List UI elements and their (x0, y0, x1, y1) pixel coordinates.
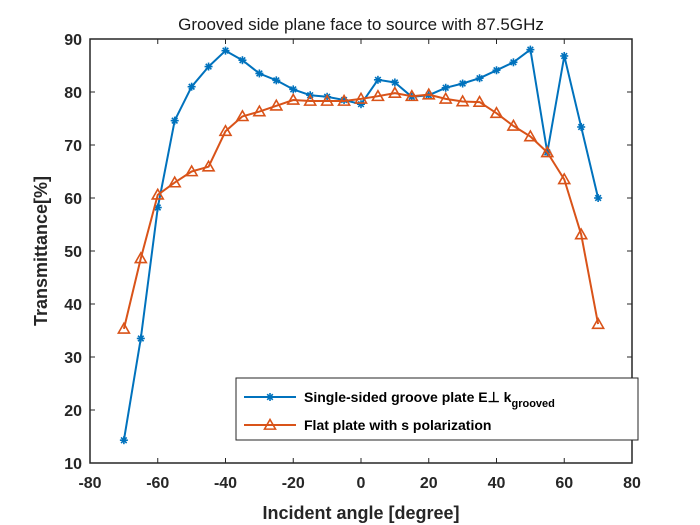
x-tick-label: 60 (555, 475, 573, 492)
x-tick-label: -80 (78, 475, 101, 492)
series-2-point (337, 93, 351, 106)
series-2-point (387, 85, 402, 98)
y-tick-label: 60 (64, 191, 82, 208)
series-2-point (506, 118, 521, 131)
series-1-point (204, 62, 213, 71)
y-axis-label: Transmittance[%] (31, 176, 51, 326)
series-2-point (489, 106, 504, 119)
series-2-point (201, 159, 216, 172)
y-tick-label: 30 (64, 350, 82, 367)
series-2-point (303, 93, 318, 106)
series-1-point (170, 116, 179, 125)
legend-triangle-marker (263, 417, 277, 430)
plot-frame (89, 38, 633, 464)
series-2-point (404, 89, 419, 102)
x-tick-label: 80 (623, 475, 641, 492)
series-2-point (133, 251, 148, 264)
series-2-point (540, 145, 555, 158)
series-2-point (235, 109, 250, 122)
series-1-point (526, 45, 535, 54)
y-tick-label: 80 (64, 85, 82, 102)
legend-box (235, 377, 639, 441)
y-tick-label: 90 (64, 32, 82, 49)
series-2-point (116, 321, 131, 334)
series-2-point (167, 175, 182, 188)
series-2-point (421, 87, 436, 100)
legend: Single-sided groove plate E⊥ kgrooved Fl… (235, 377, 639, 441)
series-1-point (187, 82, 196, 91)
series-1-point (390, 78, 399, 87)
series-2-point (184, 164, 199, 177)
legend-label-series-1: Single-sided groove plate E⊥ kgrooved (304, 389, 555, 410)
legend-label-series-1-main: Single-sided groove plate E⊥ k (304, 389, 512, 405)
series-1-point (136, 334, 145, 343)
legend-marker-series-1 (266, 393, 274, 401)
series-2-point (591, 317, 606, 330)
y-tick-label: 10 (64, 456, 82, 473)
series-2-point (150, 187, 165, 200)
y-tick-label: 50 (64, 244, 82, 261)
x-axis-label: Incident angle [degree] (262, 503, 459, 523)
series-1-point (475, 74, 484, 83)
axes: -80 -60 -40 -20 0 20 40 60 80 10 20 30 40 50 60 70 80 90 (64, 32, 641, 492)
legend-label-series-2: Flat plate with s polarization (304, 417, 491, 433)
series-2-point (523, 129, 538, 142)
series-1-point (272, 76, 281, 85)
series-1-point (560, 51, 569, 60)
series-2-point (557, 172, 572, 185)
chart-title: Grooved side plane face to source with 8… (178, 15, 544, 34)
series-1-point (289, 85, 298, 94)
series-2-point (371, 89, 385, 102)
series-2-point (455, 94, 470, 107)
x-tick-label: 40 (488, 475, 506, 492)
series-1-point (255, 69, 264, 78)
series-1-point (458, 79, 467, 88)
series-2-point (472, 94, 487, 107)
series-2-point (286, 92, 301, 105)
series-2-point (354, 91, 368, 104)
series-1-point (492, 66, 501, 75)
series-2-point (269, 98, 284, 111)
legend-marker-series-2 (263, 417, 277, 430)
series-2-point (320, 93, 335, 106)
x-tick-label: 0 (357, 475, 366, 492)
series-1-point (509, 58, 518, 67)
y-tick-label: 20 (64, 403, 82, 420)
x-tick-label: -20 (282, 475, 305, 492)
series-2-point (252, 104, 267, 117)
series-1-point (594, 194, 603, 202)
legend-asterisk-marker (266, 393, 274, 401)
series-2-point (438, 91, 453, 104)
y-tick-label: 70 (64, 138, 82, 155)
legend-label-series-1-subscript: grooved (511, 398, 554, 410)
series-1-point (373, 75, 382, 84)
series-layer (116, 45, 606, 445)
x-tick-label: 20 (420, 475, 438, 492)
series-2 (116, 85, 606, 334)
series-1-point (577, 122, 586, 131)
series-1-point (441, 83, 450, 92)
series-1-point (238, 56, 247, 65)
series-2-point (574, 227, 589, 240)
x-tick-label: -60 (146, 475, 169, 492)
series-1-point (119, 436, 128, 445)
series-1-point (221, 46, 230, 55)
series-2-point (218, 124, 233, 137)
y-tick-label: 40 (64, 297, 82, 314)
x-tick-label: -40 (214, 475, 237, 492)
